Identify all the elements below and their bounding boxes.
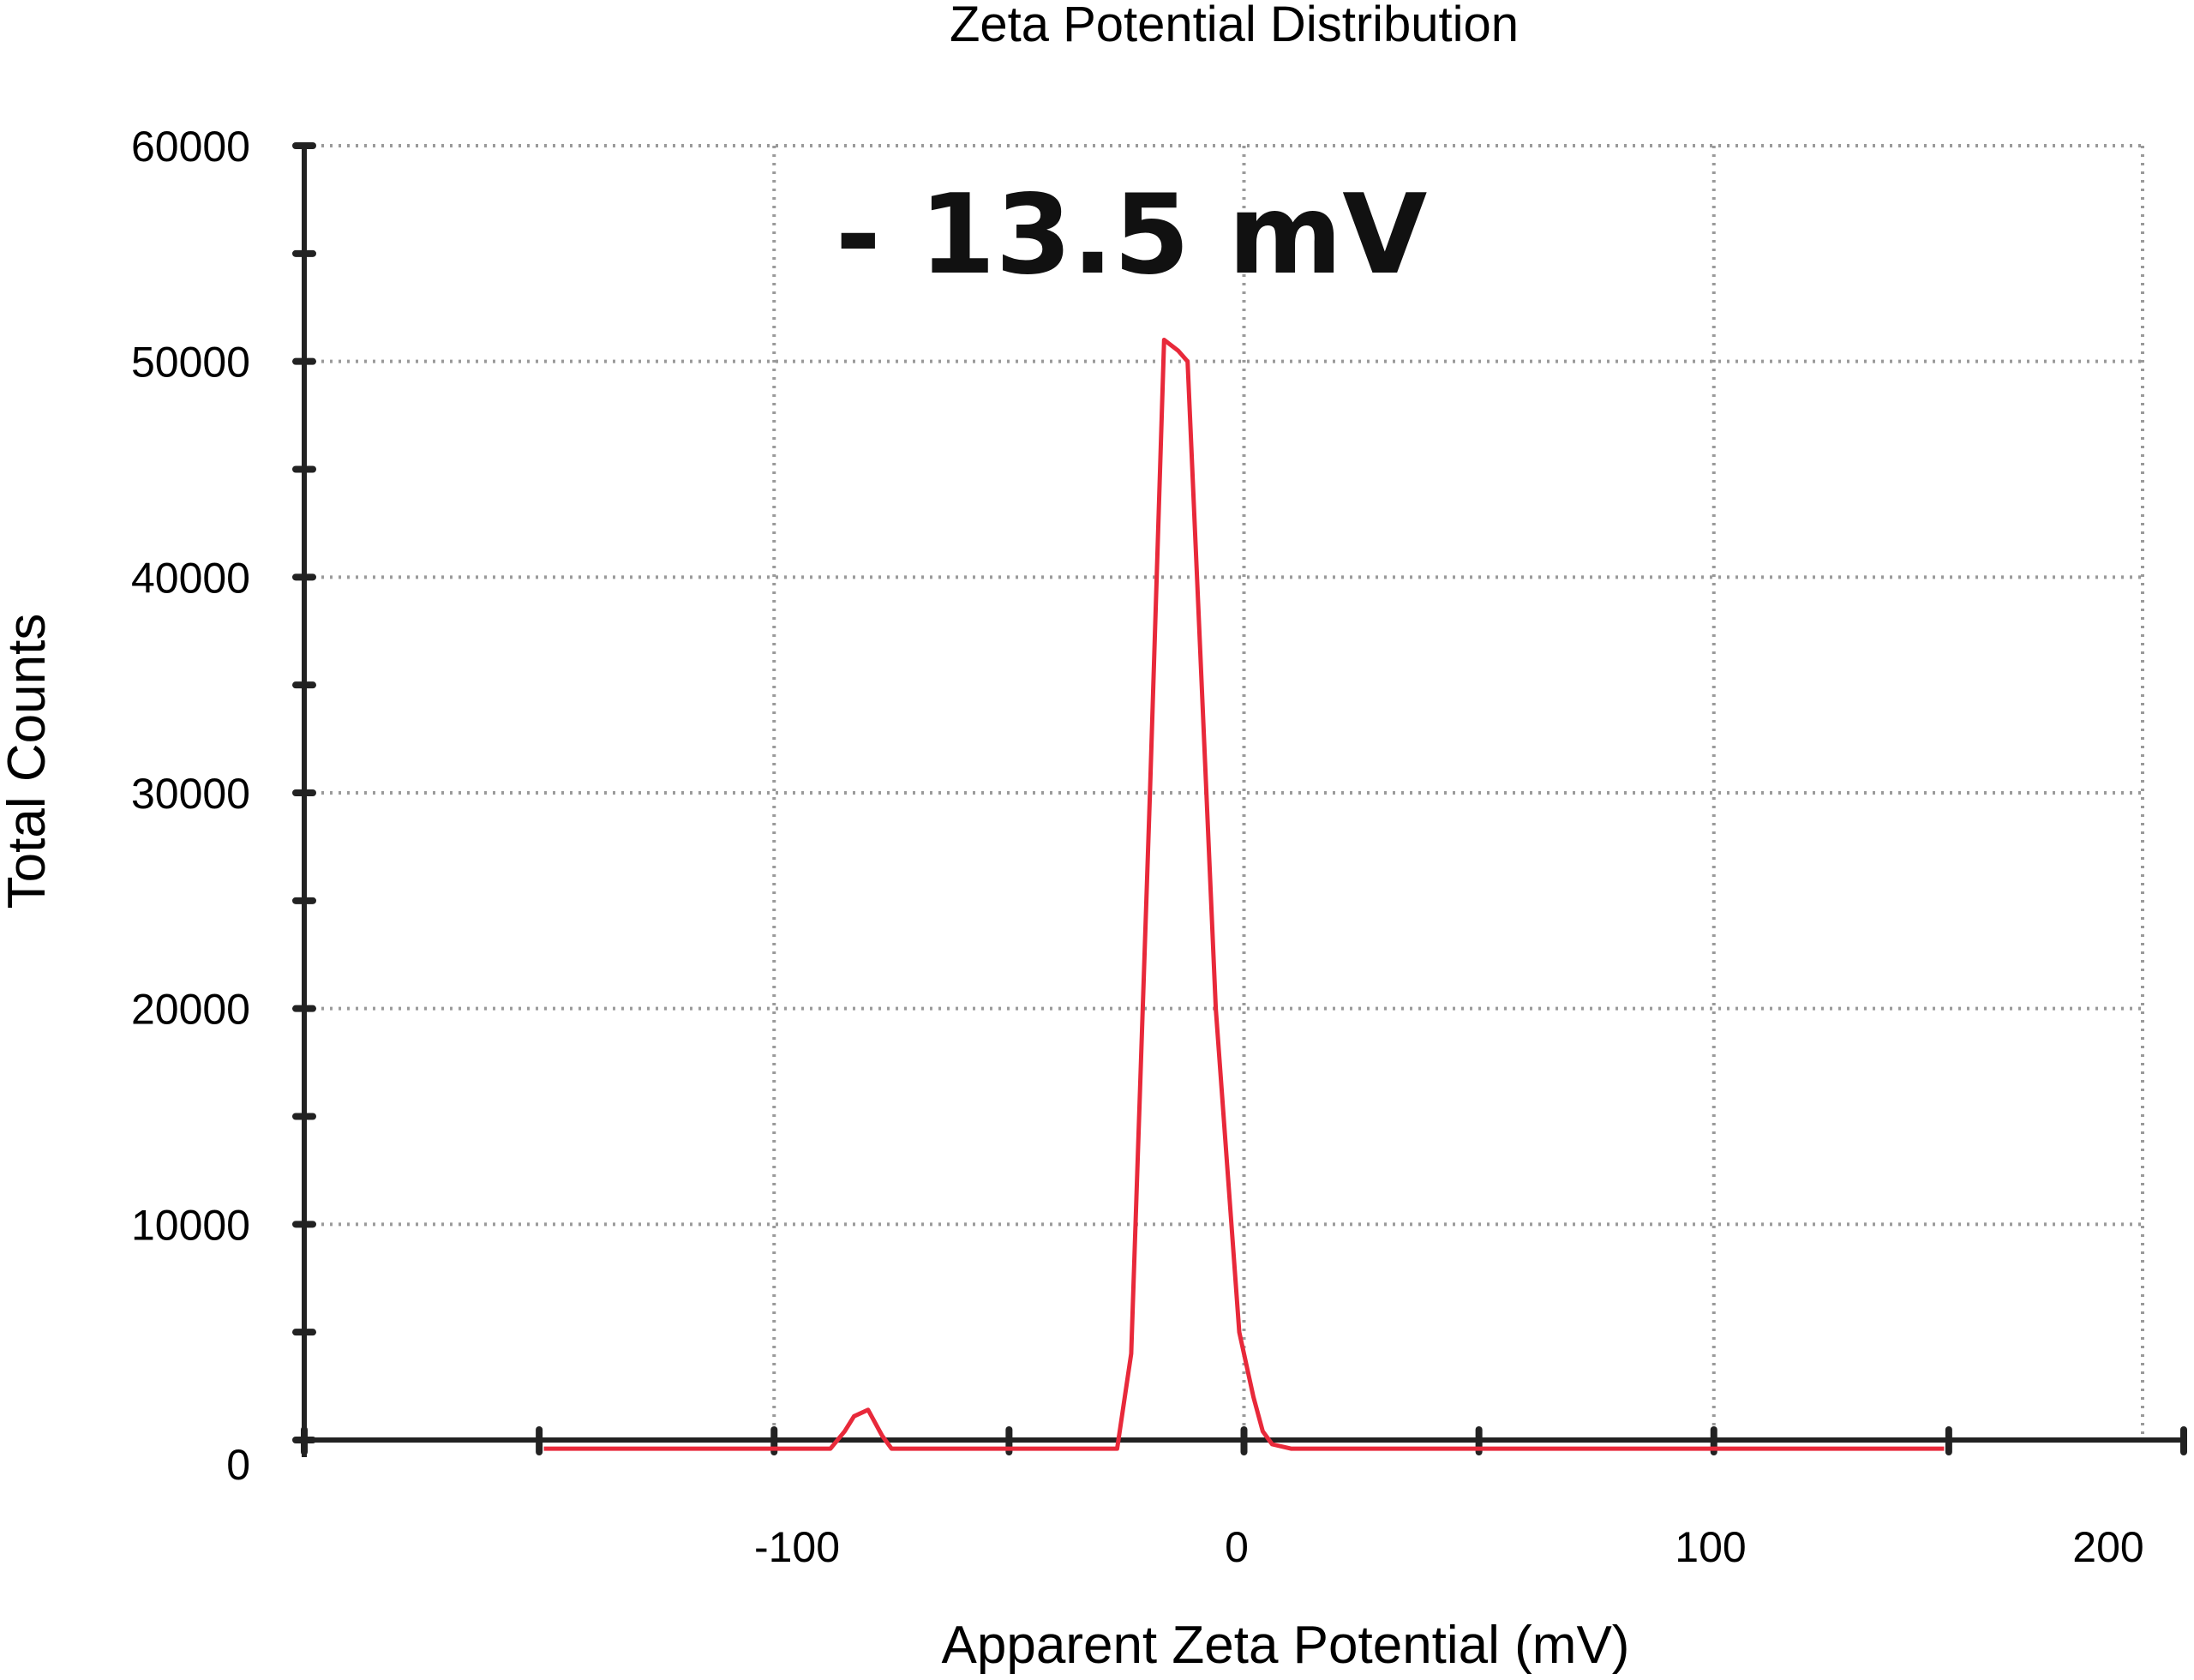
x-tick-label-200: 200 [2072, 1523, 2143, 1571]
x-tick-label--100: -100 [754, 1523, 840, 1571]
series-line-0 [543, 338, 1945, 1451]
x-axis-label: Apparent Zeta Potential (mV) [942, 1616, 1630, 1675]
y-tick-label-0: 0 [226, 1441, 250, 1489]
y-tick-label-60000: 60000 [131, 123, 250, 171]
axes [292, 142, 2187, 1457]
y-tick-label-30000: 30000 [131, 770, 250, 818]
y-tick-label-20000: 20000 [131, 986, 250, 1034]
grid-lines [304, 144, 2144, 1440]
y-tick-label-10000: 10000 [131, 1201, 250, 1249]
tick-labels: 0 10000 20000 30000 40000 50000 60000 -100 0 100 2… [131, 123, 2144, 1571]
y-axis-label: Total Counts [0, 614, 57, 909]
peak-annotation: - 13.5 mV [836, 171, 1428, 299]
x-tick-label-0: 0 [1225, 1523, 1249, 1571]
series-layer [543, 338, 1945, 1451]
chart-title: Zeta Potential Distribution [950, 0, 1519, 52]
x-tick-label-100: 100 [1675, 1523, 1746, 1571]
y-tick-label-50000: 50000 [131, 339, 250, 387]
y-tick-label-40000: 40000 [131, 554, 250, 602]
